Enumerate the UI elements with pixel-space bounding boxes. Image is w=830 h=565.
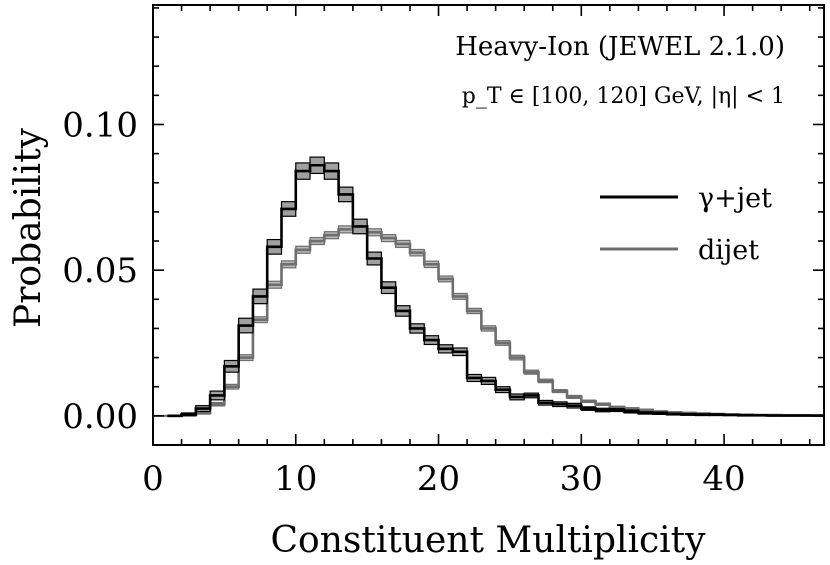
annotation-selection: p_T ∈ [100, 120] GeV, |η| < 1 xyxy=(462,84,785,109)
legend: γ+jet dijet xyxy=(600,183,772,266)
y-tick-label-0: 0.00 xyxy=(62,397,138,437)
annotation-title: Heavy-Ion (JEWEL 2.1.0) xyxy=(455,32,785,62)
plot-clipped-group xyxy=(153,156,824,418)
x-tick-label-30: 30 xyxy=(560,459,603,499)
legend-label-gamma-jet: γ+jet xyxy=(698,183,772,214)
x-tick-label-20: 20 xyxy=(417,459,460,499)
y-axis-title: Probability xyxy=(8,127,49,328)
legend-label-dijet: dijet xyxy=(698,235,759,266)
y-tick-label-2: 0.10 xyxy=(62,105,138,145)
plot-layer xyxy=(153,156,824,418)
x-axis-title: Constituent Multiplicity xyxy=(270,520,706,561)
gamma-jet-step-line xyxy=(167,163,824,418)
y-tick-label-1: 0.05 xyxy=(62,251,138,291)
axes-layer: 0 10 20 30 40 0.00 0.05 0.10 xyxy=(62,4,825,499)
plot-frame xyxy=(152,4,825,446)
x-tick-label-0: 0 xyxy=(142,459,164,499)
x-tick-label-10: 10 xyxy=(274,459,317,499)
x-tick-label-40: 40 xyxy=(702,459,745,499)
